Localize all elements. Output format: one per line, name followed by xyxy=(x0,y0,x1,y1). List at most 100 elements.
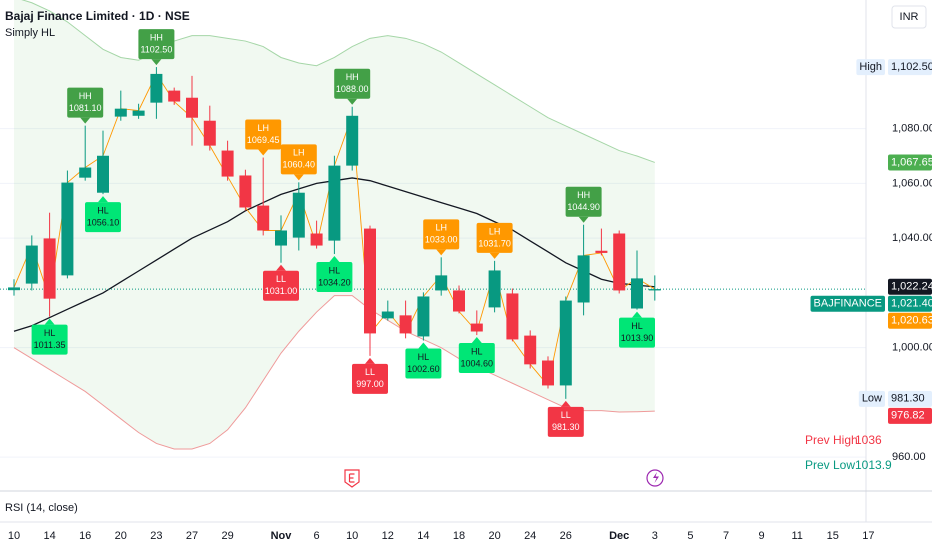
x-tick-label: 12 xyxy=(382,530,394,542)
candle-body xyxy=(453,290,465,312)
pivot-label xyxy=(245,119,282,150)
currency-box[interactable] xyxy=(891,5,927,29)
candle-body xyxy=(506,293,519,340)
prev-level-value: 1036 xyxy=(855,433,882,447)
candle-body xyxy=(43,238,56,299)
pivot-label xyxy=(31,324,68,355)
prev-level-value: 1013.9 xyxy=(855,458,892,472)
x-tick-label: 7 xyxy=(723,530,729,542)
pivot-value: 1031.00 xyxy=(265,286,298,296)
x-tick-label: 18 xyxy=(453,530,465,542)
price-badge-value: 1,020.63 xyxy=(891,315,932,327)
pivot-label xyxy=(85,202,121,233)
price-badge-name-box xyxy=(856,59,885,76)
price-badge-value: 1,067.65 xyxy=(891,156,932,168)
pivot-kind: HL xyxy=(418,352,430,362)
x-tick-label: 16 xyxy=(79,530,91,542)
candle-body xyxy=(150,73,163,103)
candle-body xyxy=(364,228,376,334)
pivot-label xyxy=(67,87,104,118)
x-tick-label: 17 xyxy=(862,530,874,542)
candle-body xyxy=(221,150,234,177)
candle-body xyxy=(8,287,20,291)
candle-body xyxy=(577,255,590,303)
price-pane xyxy=(0,0,866,458)
pivot-pointer xyxy=(632,311,642,318)
pivot-label xyxy=(476,222,513,253)
pivot-kind: HH xyxy=(346,72,359,82)
pivot-pointer xyxy=(293,174,304,181)
pivot-value: 1004.60 xyxy=(461,358,494,368)
y-tick-label: 1,080.00 xyxy=(892,123,932,135)
upper-band xyxy=(21,0,655,163)
price-badge-value: 1,102.50 xyxy=(891,61,932,73)
pivot-label xyxy=(263,270,299,301)
price-badge-value: 1,021.40 xyxy=(891,298,932,310)
pivot-kind: LL xyxy=(561,410,571,420)
x-tick-label: 10 xyxy=(8,530,20,542)
price-badge-name: High xyxy=(859,61,882,73)
pivot-label xyxy=(352,363,388,394)
x-tick-label: 29 xyxy=(221,530,233,542)
pivot-label xyxy=(405,348,442,379)
pivot-kind: HH xyxy=(79,91,92,101)
pivot-value: 997.00 xyxy=(356,379,384,389)
x-tick-label: 15 xyxy=(827,530,839,542)
dividend-icon[interactable] xyxy=(646,469,664,487)
pivot-pointer xyxy=(578,216,589,223)
x-tick-label: 27 xyxy=(186,530,198,542)
x-tick-label: Nov xyxy=(271,530,293,542)
x-tick-label: 26 xyxy=(560,530,572,542)
candle-body xyxy=(631,278,643,309)
x-tick-label: 6 xyxy=(314,530,320,542)
pivot-value: 1069.45 xyxy=(247,135,280,145)
pivot-label xyxy=(423,219,460,250)
candle-body xyxy=(470,323,483,332)
pivot-pointer xyxy=(347,98,358,105)
pivot-kind: LH xyxy=(293,148,305,158)
pivot-pointer xyxy=(80,117,91,124)
candle-body xyxy=(132,110,145,116)
price-badge xyxy=(888,278,932,295)
pivot-value: 1033.00 xyxy=(425,235,458,245)
x-tick-label: 14 xyxy=(43,530,55,542)
pivot-value: 1013.90 xyxy=(621,333,654,343)
x-tick-label: 20 xyxy=(488,530,500,542)
pivot-pointer xyxy=(365,357,375,364)
pivot-kind: HL xyxy=(471,346,483,356)
pivot-kind: LL xyxy=(276,274,286,284)
pivot-kind: HL xyxy=(631,321,643,331)
pivot-pointer xyxy=(258,149,269,156)
pivot-pointer xyxy=(151,59,162,66)
pivot-kind: HH xyxy=(577,190,590,200)
price-badge xyxy=(888,390,932,407)
candle-body xyxy=(542,360,554,386)
rsi-title: RSI (14, close) xyxy=(5,502,78,514)
pivot-value: 1044.90 xyxy=(567,202,600,212)
price-badge xyxy=(888,59,932,76)
pivot-value: 1002.60 xyxy=(407,364,440,374)
x-tick-label: 20 xyxy=(115,530,127,542)
pivot-value: 1034.20 xyxy=(318,277,351,287)
x-tick-label: 11 xyxy=(791,530,802,542)
lower-band xyxy=(13,295,655,450)
candle-body xyxy=(435,275,448,291)
pivot-label xyxy=(334,68,371,99)
price-badge-value: 1,022.24 xyxy=(891,281,932,293)
candle-body xyxy=(310,233,323,246)
pivot-label xyxy=(619,317,655,348)
earnings-icon[interactable] xyxy=(344,469,360,488)
price-badge xyxy=(888,407,932,424)
pivot-value: 1088.00 xyxy=(336,84,369,94)
price-badge xyxy=(888,154,932,171)
pivot-label xyxy=(316,262,353,293)
pivot-value: 1031.70 xyxy=(478,238,511,248)
candle-body xyxy=(239,175,252,208)
candle-body xyxy=(292,192,305,238)
indicator-name: Simply HL xyxy=(5,27,55,39)
pivot-pointer xyxy=(471,337,482,344)
currency[interactable]: INR xyxy=(900,11,919,23)
candle-body xyxy=(613,233,626,291)
x-tick-label: 10 xyxy=(346,530,358,542)
